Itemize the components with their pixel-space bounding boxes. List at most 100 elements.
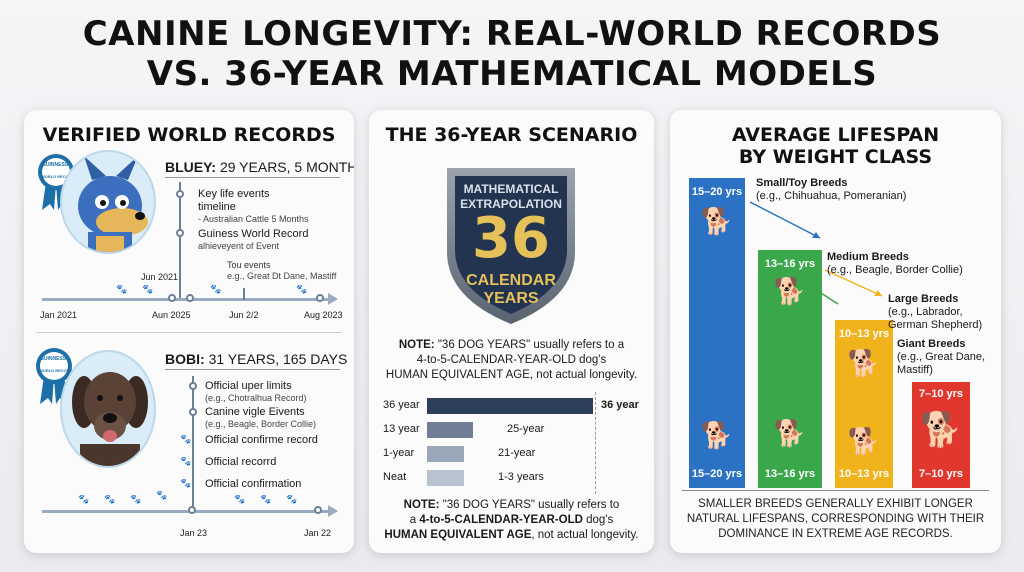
bobi-timeline-node (188, 506, 196, 514)
note-2-text: "36 DOG YEARS" usually refers to (439, 499, 620, 511)
lifespan-heading: AVERAGE LIFESPAN BY WEIGHT CLASS (670, 124, 1001, 168)
small-range-top: 15–20 yrs (691, 186, 743, 198)
bluey-name: BLUEY: (165, 159, 217, 175)
chart-category-label: 36 year (383, 399, 420, 411)
shield-bottom-2: YEARS (483, 290, 539, 307)
medium-breed-example: (e.g., Beagle, Border Collie) (827, 264, 963, 276)
bluey-event-2-title: Guiness World Record (198, 228, 309, 240)
small-dog-icon: 🐕 (700, 206, 734, 236)
shield-bottom-1: CALENDAR (466, 272, 556, 289)
medium-dog-icon: 🐕 (773, 418, 807, 448)
note-2-l2a: a (409, 514, 420, 526)
small-breed-name: Small/Toy Breeds (756, 177, 848, 189)
large-dog-icon: 🐕 (847, 348, 881, 378)
bluey-avatar (60, 150, 156, 254)
bluey-timeline-node (168, 294, 176, 302)
shield-top-1: MATHEMATICAL (463, 182, 559, 196)
bobi-event-4-title: Official recorrd (205, 456, 277, 468)
paw-icon: 🐾 (78, 494, 90, 504)
bluey-age: 29 YEARS, 5 MONTHS (219, 159, 354, 175)
medium-breed-bar: 13–16 yrs 🐕 🐕 13–16 yrs (758, 250, 822, 488)
bobi-event-3-title: Official confirme record (205, 434, 318, 446)
bluey-event-1-sub: - Australian Cattle 5 Months (198, 214, 309, 224)
note-1-label: NOTE: (398, 339, 435, 351)
shield-badge: MATHEMATICAL EXTRAPOLATION 36 CALENDAR Y… (441, 160, 581, 328)
bluey-event-2-sub: alhieveyent of Event (198, 241, 280, 251)
main-title-line1: CANINE LONGEVITY: REAL-WORLD RECORDS (82, 14, 942, 54)
note-1-line3: HUMAN EQUIVALENT AGE, not actual longevi… (385, 369, 638, 381)
main-title: CANINE LONGEVITY: REAL-WORLD RECORDS VS.… (0, 14, 1024, 94)
bobi-name: BOBI: (165, 351, 205, 367)
paw-icon: 🐾 (180, 434, 192, 444)
note-1: NOTE: "36 DOG YEARS" usually refers to a… (369, 338, 654, 383)
large-range-bottom: 10–13 yrs (838, 468, 890, 480)
large-breed-bar: 10–13 yrs 🐕 🐕 10–13 yrs (835, 320, 893, 488)
badge-top-text: GUINNESS (40, 356, 67, 362)
chart-bar (427, 422, 473, 438)
bobi-event-1-title: Official uper limits (205, 380, 292, 392)
shield-number: 36 (472, 206, 550, 271)
paw-icon: 🐾 (156, 490, 168, 500)
bluey-record: BLUEY: 29 YEARS, 5 MONTHS (165, 159, 354, 175)
note-1-line2: 4-to-5-CALENDAR-YEAR-OLD dog's (416, 354, 607, 366)
caption-line-2: NATURAL LIFESPANS, CORRESPONDING WITH TH… (686, 513, 985, 525)
paw-icon: 🐾 (180, 478, 192, 488)
chart-category-label: 1-year (383, 447, 415, 459)
main-title-line2: VS. 36-YEAR MATHEMATICAL MODELS (146, 54, 878, 94)
bobi-record: BOBI: 31 YEARS, 165 DAYS (165, 351, 347, 367)
small-dog-icon: 🐕 (700, 420, 734, 450)
note-2-l3a: HUMAN EQUIVALENT AGE (384, 529, 532, 541)
paw-icon: 🐾 (142, 284, 154, 294)
paw-icon: 🐾 (180, 456, 192, 466)
bobi-axis-label-1: Jan 23 (180, 528, 208, 538)
large-breed-example: (e.g., Labrador, (888, 306, 963, 318)
note-2-l2c: dog's (582, 514, 614, 526)
note-2-l2b: 4-to-5-CALENDAR-YEAR-OLD (419, 514, 583, 526)
bluey-timeline-node (186, 294, 194, 302)
bluey-axis-label-5: Aug 2023 (304, 310, 343, 320)
bobi-event-node (189, 408, 197, 416)
bluey-axis-label-1: Jan 2021 (40, 310, 78, 320)
bobi-timeline-node (314, 506, 322, 514)
chart-reference-line (595, 392, 596, 494)
chart-category-label: 13 year (383, 423, 420, 435)
dog-years-bar-chart: 36 year 36 year 13 year 25-year 1-year 21-yea… (369, 392, 654, 494)
bluey-axis-label-4: Jun 2/2 (229, 310, 259, 320)
records-heading: VERIFIED WORLD RECORDS (42, 124, 336, 146)
bluey-event-3-title: Tou events (227, 260, 271, 270)
note-2-l3b: , not actual longevity. (531, 529, 639, 541)
bluey-axis-label-2: Jun 2021 (141, 272, 179, 282)
note-1-text: "36 DOG YEARS" usually refers to a (434, 339, 625, 351)
bluey-event-1-title2: timeline (198, 201, 236, 213)
shield-top-2: EXTRAPOLATION (460, 197, 562, 211)
giant-breed-example-2: Mastiff) (897, 364, 933, 376)
giant-breed-bar: 7–10 yrs 🐕 7–10 yrs (912, 382, 970, 488)
badge-bottom-text: WORLD RECORDS (39, 368, 76, 373)
bobi-age: 31 YEARS, 165 DAYS (208, 351, 348, 367)
chart-value-label: 21-year (498, 447, 536, 459)
medium-range-top: 13–16 yrs (764, 258, 816, 270)
large-range-top: 10–13 yrs (838, 328, 890, 340)
bluey-event-node (176, 229, 184, 237)
badge-bottom-text: WORLD RECORDS (41, 174, 78, 179)
chart-value-label: 1-3 years (498, 471, 544, 483)
bobi-event-2-sub: (e.g., Beagle, Border Collie) (205, 419, 317, 429)
small-breed-bar: 15–20 yrs 🐕 🐕 15–20 yrs (689, 178, 745, 488)
giant-breed-example: (e.g., Great Dane, (897, 351, 986, 363)
small-breed-example: (e.g., Chihuahua, Pomeranian) (756, 190, 907, 202)
paw-icon: 🐾 (234, 494, 246, 504)
small-range-bottom: 15–20 yrs (691, 468, 743, 480)
bluey-event-3-sub: e.g., Great Dt Dane, Mastiff (227, 271, 337, 281)
badge-top-text: GUINNESS (42, 162, 69, 168)
bobi-event-2-title: Canine vigle Eivents (205, 406, 305, 418)
chart-category-label: Neat (383, 471, 407, 483)
connector-arrows (749, 201, 883, 305)
paw-icon: 🐾 (296, 284, 308, 294)
bobi-event-node (189, 382, 197, 390)
lifespan-caption: SMALLER BREEDS GENERALLY EXHIBIT LONGER … (670, 497, 1001, 542)
lifespan-panel: AVERAGE LIFESPAN BY WEIGHT CLASS 15–20 y… (670, 110, 1001, 553)
guinness-badge-icon: GUINNESS WORLD RECORDS (36, 152, 78, 212)
medium-range-bottom: 13–16 yrs (764, 468, 816, 480)
caption-line-3: DOMINANCE IN EXTREME AGE RECORDS. (718, 528, 953, 540)
bobi-axis-label-2: Jan 22 (304, 528, 332, 538)
